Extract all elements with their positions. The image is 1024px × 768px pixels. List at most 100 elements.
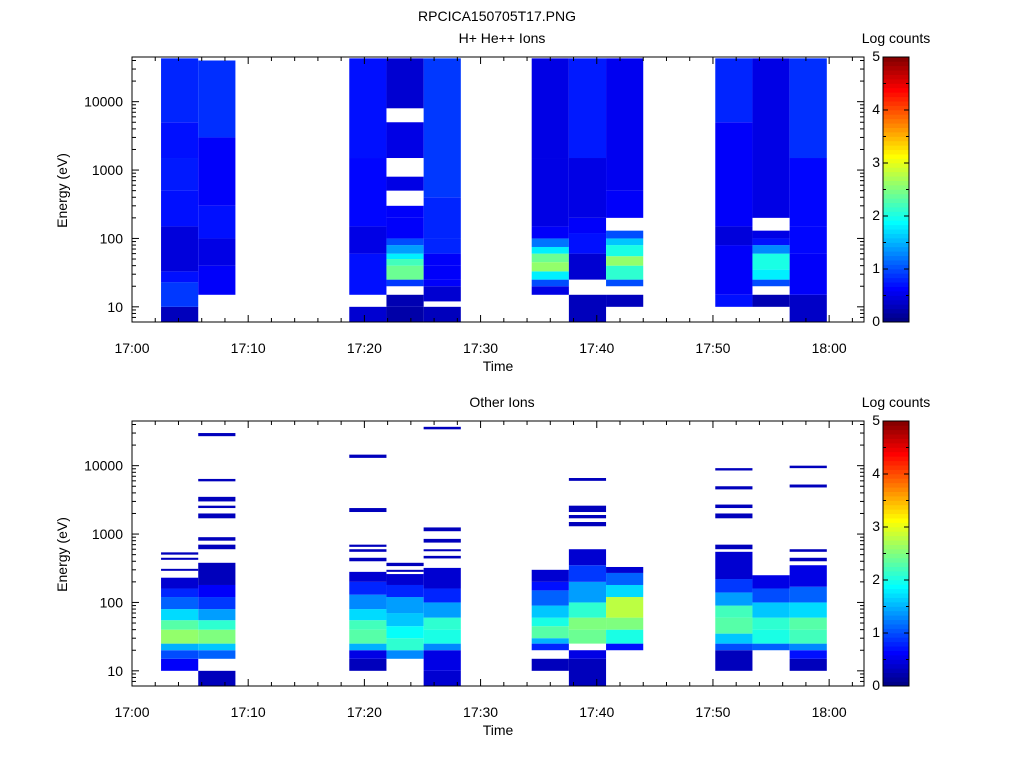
panel-title: H+ He++ Ions [459,30,546,46]
colorbar-segment [883,442,909,448]
heatmap-cell [531,246,569,254]
colorbar-segment [883,118,909,124]
colorbar-segment [883,601,909,607]
colorbar-tick-label: 4 [872,465,880,481]
heatmap-cell [531,605,569,618]
colorbar-segment [883,215,909,221]
heatmap-cell [789,643,827,651]
heatmap-cell [198,584,236,598]
heatmap-cell [531,658,569,671]
heatmap-cell [198,513,236,519]
heatmap-cell [349,508,387,513]
heatmap-cell [568,233,607,254]
colorbar-segment [883,277,909,283]
heatmap-cell [715,579,753,593]
colorbar-segment [883,650,909,656]
heatmap-cell [198,478,236,482]
heatmap-cell [423,629,461,644]
heatmap-panel-2: 17:00 17:10 17:20 17:30 17:40 17:50 18:0010100… [54,394,930,738]
heatmap-cell [752,643,790,651]
colorbar-segment [883,286,909,292]
colorbar-segment [883,425,909,431]
colorbar-segment [883,69,909,75]
colorbar-label: Log counts [862,30,931,46]
colorbar-segment [883,65,909,71]
y-axis-label: Energy (eV) [54,517,70,592]
colorbar-segment [883,158,909,164]
heatmap-cell [568,629,607,644]
colorbar-segment [883,304,909,310]
colorbar-segment [883,433,909,439]
colorbar-segment [883,295,909,301]
colorbar-segment [883,149,909,155]
colorbar-tick-label: 1 [872,624,880,640]
colorbar-segment [883,597,909,603]
heatmap-cell [423,197,461,239]
colorbar-segment [883,83,909,89]
heatmap-cell [531,590,569,606]
heatmap-cell [423,286,461,302]
heatmap-cell [423,643,461,651]
colorbar-segment [883,251,909,257]
colorbar-segment [883,456,909,462]
heatmap-cell [531,617,569,627]
heatmap-cell [198,433,236,437]
heatmap-cell [161,620,199,630]
heatmap-cell [349,454,387,458]
colorbar-tick-label: 2 [872,571,880,587]
colorbar-segment [883,544,909,550]
heatmap-cell [789,58,827,159]
heatmap-cell [715,58,753,123]
heatmap-cell [386,259,424,266]
heatmap-cell [161,282,199,307]
heatmap-cell [161,190,199,227]
panel-title: Other Ions [469,394,534,410]
colorbar-segment [883,78,909,84]
energy-scan-5 [423,426,461,686]
energy-scan-2 [198,433,236,686]
heatmap-cell [715,468,753,471]
heatmap-cell [715,122,753,227]
y-tick-label: 1000 [92,526,123,542]
colorbar-segment [883,193,909,199]
heatmap-cell [161,643,199,651]
heatmap-cell [423,602,461,618]
colorbar-segment [883,312,909,318]
heatmap-cell [606,597,644,618]
colorbar-segment [883,548,909,554]
heatmap-cell [568,565,607,582]
heatmap-cell [715,643,753,651]
heatmap-cell [423,253,461,266]
colorbar-segment [883,281,909,287]
heatmap-cell [531,262,569,272]
heatmap-cell [606,58,644,191]
heatmap-cell [198,205,236,239]
colorbar-segment [883,615,909,621]
heatmap-cell [161,552,199,555]
heatmap-cell [531,626,569,639]
heatmap-cell [423,650,461,671]
heatmap-cell [606,643,644,651]
heatmap-cell [752,602,790,618]
colorbar-segment [883,562,909,568]
heatmap-cell [423,238,461,254]
heatmap-cell [752,238,790,246]
colorbar-segment [883,659,909,665]
colorbar-segment [883,491,909,497]
colorbar-segment [883,663,909,669]
y-axis-label: Energy (eV) [54,153,70,228]
colorbar-tick-label: 3 [872,518,880,534]
heatmap-cell [789,565,827,587]
colorbar-segment [883,100,909,106]
heatmap-cell [789,158,827,227]
colorbar-segment [883,522,909,528]
colorbar-segment [883,131,909,137]
colorbar-segment [883,74,909,80]
heatmap-cell [789,294,827,322]
colorbar-segment [883,189,909,195]
heatmap-cell [568,602,607,618]
colorbar-segment [883,570,909,576]
heatmap-cell [531,253,569,263]
colorbar-segment [883,579,909,585]
x-axis-label: Time [483,358,514,374]
